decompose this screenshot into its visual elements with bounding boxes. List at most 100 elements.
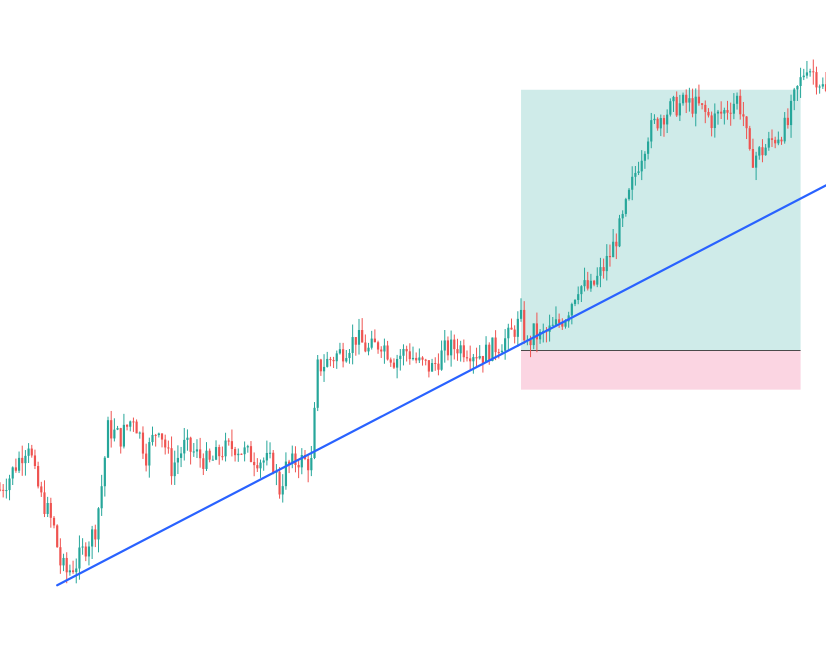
candle-body [815, 72, 818, 88]
candle [230, 429, 234, 457]
candle-body [529, 339, 532, 346]
candle-body [214, 447, 218, 460]
candle [380, 346, 383, 358]
candle [399, 349, 402, 371]
candle-body [783, 117, 786, 142]
candle [774, 136, 777, 149]
candle-body [100, 486, 103, 509]
candle-body [500, 350, 504, 353]
candle-body [268, 452, 272, 454]
candle [351, 324, 354, 365]
candle-body [59, 547, 62, 566]
candle [383, 338, 386, 364]
candle [427, 360, 430, 378]
candle-body [116, 428, 119, 430]
candle-body [27, 448, 30, 456]
candle-body [615, 241, 618, 247]
candle-body [256, 465, 259, 469]
candle-body [796, 85, 799, 90]
candle [592, 279, 596, 287]
candle [243, 441, 246, 462]
candle [170, 436, 173, 485]
candle [386, 340, 389, 361]
candle-body [380, 349, 383, 352]
candle [78, 535, 81, 580]
candle [685, 89, 688, 114]
candle-body [348, 352, 351, 359]
candle-body [259, 462, 262, 469]
candle-body [421, 357, 424, 360]
candle-body [472, 357, 475, 362]
candle-body [583, 280, 586, 287]
candle [56, 524, 59, 548]
candle-body [469, 358, 472, 362]
candle-body [5, 490, 8, 492]
candle-body [233, 449, 237, 456]
candle [84, 542, 87, 562]
candle-body [767, 138, 770, 148]
candle-body [46, 502, 49, 514]
candle [723, 107, 726, 125]
candle-body [484, 344, 488, 363]
candle-body [656, 118, 659, 129]
candle-body [621, 213, 624, 219]
candle [678, 94, 681, 122]
candle-body [40, 486, 43, 493]
candle-body [186, 437, 189, 440]
candle-body [535, 323, 538, 340]
candle [681, 92, 685, 106]
candle-body [453, 339, 456, 350]
candle-body [246, 446, 249, 448]
candle-body [376, 342, 380, 350]
candle [605, 244, 608, 281]
candle [396, 354, 399, 379]
candle-body [538, 331, 542, 340]
candle-body [199, 449, 202, 459]
candle [284, 452, 288, 490]
candle [233, 446, 237, 462]
candle-body [650, 120, 653, 142]
candle-body [497, 352, 500, 354]
candle-body [742, 114, 745, 117]
candle-body [812, 71, 815, 73]
candle [701, 102, 704, 110]
candle [81, 538, 84, 555]
candle [453, 334, 456, 360]
candle-body [678, 103, 681, 116]
candle [551, 316, 554, 327]
candle [376, 340, 380, 354]
candle-body [221, 456, 224, 458]
candle [5, 478, 8, 499]
candle [157, 432, 160, 438]
candle-body [507, 327, 510, 339]
candle [612, 228, 615, 258]
candle-body [523, 309, 526, 341]
candle [554, 306, 558, 327]
candle-body [821, 84, 824, 87]
candle [716, 109, 720, 125]
candles [0, 59, 826, 584]
candle [602, 258, 605, 279]
candle-body [586, 280, 589, 289]
candle-body [691, 98, 694, 114]
candle-body [818, 86, 821, 88]
candle [697, 84, 701, 106]
candle [154, 433, 157, 447]
candle-body [145, 453, 148, 466]
candle-body [75, 568, 78, 573]
candle [812, 59, 815, 85]
candle-body [577, 294, 580, 300]
candle [440, 340, 443, 371]
candle-body [789, 100, 793, 126]
candle [748, 125, 751, 151]
candle [729, 102, 732, 126]
candle-body [211, 459, 214, 461]
candle [265, 440, 268, 466]
candle [278, 467, 281, 499]
candle-body [430, 363, 434, 372]
candle-body [33, 455, 37, 467]
candle-body [253, 461, 256, 466]
candle [240, 453, 243, 455]
candle [195, 439, 199, 459]
